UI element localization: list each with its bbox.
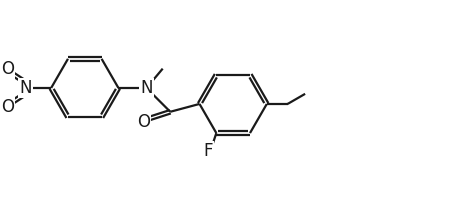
Text: N: N xyxy=(140,79,153,97)
Text: O: O xyxy=(1,60,14,78)
Text: O: O xyxy=(1,98,14,116)
Text: O: O xyxy=(137,113,150,131)
Text: N: N xyxy=(19,79,32,97)
Text: F: F xyxy=(204,142,213,160)
